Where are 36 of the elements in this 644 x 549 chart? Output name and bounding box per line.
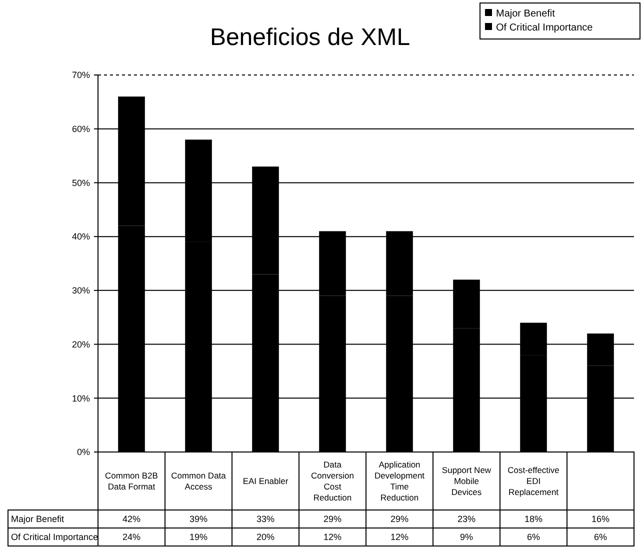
- data-label: 18%: [524, 514, 543, 524]
- data-label: 9%: [460, 532, 474, 542]
- y-tick-label: 20%: [72, 339, 90, 350]
- x-tick-label: EAI Enabler: [242, 476, 288, 486]
- data-label: 42%: [122, 514, 141, 524]
- y-tick-label: 10%: [72, 393, 90, 404]
- x-tick-label: Data Conversion Cost Reduction: [311, 459, 354, 502]
- x-tick-label: Common Data Access: [171, 470, 226, 492]
- data-label: 6%: [594, 532, 608, 542]
- legend-label: Of Critical Importance: [496, 22, 594, 34]
- data-label: 20%: [256, 532, 275, 542]
- chart-title: Beneficios de XML: [210, 24, 410, 51]
- data-label: 33%: [256, 514, 275, 524]
- text: Of Critical Importance: [11, 532, 98, 542]
- y-tick-label: 70%: [72, 70, 90, 80]
- y-tick-label: 50%: [72, 178, 90, 188]
- legend-label: Major Benefit: [496, 8, 556, 20]
- data-label: 6%: [526, 532, 540, 542]
- data-label: 29%: [390, 514, 409, 524]
- x-tick-label: Cost-effective EDI Replacement: [508, 464, 560, 497]
- data-label: 19%: [189, 532, 208, 542]
- y-tick-label: 60%: [72, 124, 90, 134]
- data-label: 16%: [591, 514, 610, 524]
- y-tick-label: 0%: [76, 447, 90, 458]
- x-tick-label: Common B2B Data Format: [105, 470, 158, 492]
- data-label: 12%: [390, 532, 409, 542]
- y-tick-label: 40%: [72, 232, 90, 242]
- y-tick-label: 30%: [72, 286, 90, 296]
- data-label: 29%: [323, 514, 342, 524]
- data-label: 39%: [189, 514, 208, 524]
- data-label: 23%: [457, 514, 476, 524]
- data-label: 24%: [122, 532, 141, 542]
- x-tick-label: Application Development Time Reduction: [374, 459, 426, 502]
- data-label: 12%: [323, 532, 342, 542]
- text: Major Benefit: [11, 514, 64, 524]
- x-tick-label: Support New Mobile Devices: [442, 464, 492, 497]
